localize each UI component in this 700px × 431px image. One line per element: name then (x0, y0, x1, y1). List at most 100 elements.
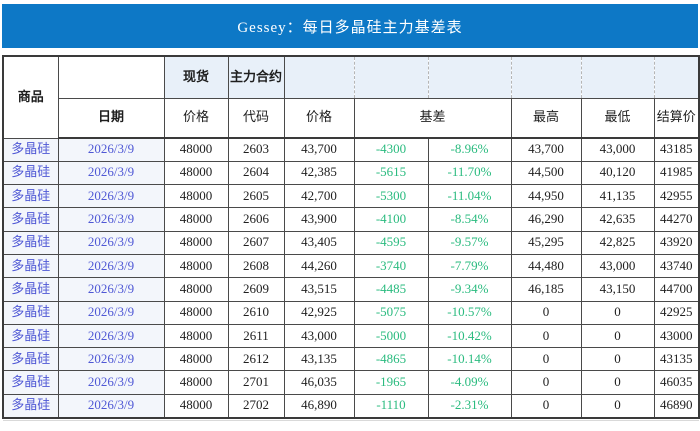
header-spacer-date (57, 55, 165, 99)
header-spacer (283, 55, 355, 99)
cell-spot-price: 48000 (163, 277, 229, 302)
cell-main-price: 43,515 (283, 277, 355, 302)
cell-main-price: 43,000 (283, 323, 355, 349)
cell-basis: -5615 (353, 160, 429, 186)
column-header-high: 最高 (510, 97, 582, 139)
cell-main-price: 43,405 (283, 230, 355, 255)
cell-low: 0 (580, 347, 655, 372)
header-spacer (353, 55, 429, 99)
cell-settlement: 46035 (653, 370, 700, 395)
cell-basis-percent: -9.34% (427, 277, 512, 302)
cell-low: 43,000 (580, 253, 655, 279)
cell-settlement: 46890 (653, 393, 700, 419)
cell-low: 42,635 (580, 207, 655, 232)
column-header-commodity: 商品 (2, 55, 59, 139)
cell-basis-percent: -11.04% (427, 184, 512, 209)
basis-table: 商品 现货 主力合约 日期 价格 代码 价格 基差 最高 最低 结算价 多晶硅 2… (2, 55, 700, 419)
cell-date: 2026/3/9 (57, 160, 165, 186)
cell-settlement: 43185 (653, 137, 700, 162)
cell-basis-percent: -9.57% (427, 230, 512, 255)
table-row: 多晶硅 2026/3/9 48000 2611 43,000 -5000 -10.42% 0 0… (2, 323, 700, 349)
cell-date: 2026/3/9 (57, 253, 165, 279)
cell-high: 43,700 (510, 137, 582, 162)
cell-high: 0 (510, 370, 582, 395)
title-bar: Gessey：每日多晶硅主力基差表 (2, 4, 698, 48)
cell-commodity: 多晶硅 (2, 207, 59, 232)
cell-spot-price: 48000 (163, 300, 229, 325)
cell-low: 0 (580, 323, 655, 349)
cell-spot-price: 48000 (163, 184, 229, 209)
column-group-spot: 现货 (163, 55, 229, 99)
cell-date: 2026/3/9 (57, 207, 165, 232)
cell-main-price: 44,260 (283, 253, 355, 279)
cell-basis-percent: -10.57% (427, 300, 512, 325)
cell-high: 0 (510, 300, 582, 325)
column-header-basis: 基差 (353, 97, 512, 139)
cell-high: 0 (510, 323, 582, 349)
cell-basis-percent: -4.09% (427, 370, 512, 395)
cell-commodity: 多晶硅 (2, 300, 59, 325)
cell-high: 0 (510, 347, 582, 372)
cell-basis-percent: -8.96% (427, 137, 512, 162)
cell-settlement: 42925 (653, 300, 700, 325)
column-header-spot-price: 价格 (163, 97, 229, 139)
column-header-settlement: 结算价 (653, 97, 700, 139)
cell-low: 43,000 (580, 137, 655, 162)
column-header-main-price: 价格 (283, 97, 355, 139)
cell-settlement: 44270 (653, 207, 700, 232)
cell-commodity: 多晶硅 (2, 230, 59, 255)
cell-spot-price: 48000 (163, 347, 229, 372)
cell-contract-code: 2612 (227, 347, 285, 372)
cell-commodity: 多晶硅 (2, 347, 59, 372)
cell-low: 41,135 (580, 184, 655, 209)
header-spacer (427, 55, 512, 99)
cell-basis: -4100 (353, 207, 429, 232)
cell-spot-price: 48000 (163, 253, 229, 279)
cell-basis: -5300 (353, 184, 429, 209)
cell-commodity: 多晶硅 (2, 277, 59, 302)
table-row: 多晶硅 2026/3/9 48000 2702 46,890 -1110 -2.31% 0 0 4… (2, 393, 700, 419)
header-spacer (580, 55, 655, 99)
cell-high: 44,500 (510, 160, 582, 186)
cell-basis: -5075 (353, 300, 429, 325)
column-group-main-contract: 主力合约 (227, 55, 285, 99)
cell-commodity: 多晶硅 (2, 160, 59, 186)
table-row: 多晶硅 2026/3/9 48000 2605 42,700 -5300 -11.04% 44… (2, 184, 700, 209)
table-row: 多晶硅 2026/3/9 48000 2603 43,700 -4300 -8.96% 43,… (2, 137, 700, 162)
table-row: 多晶硅 2026/3/9 48000 2610 42,925 -5075 -10.57% 0 0… (2, 300, 700, 325)
table-row: 多晶硅 2026/3/9 48000 2608 44,260 -3740 -7.79% 44,… (2, 253, 700, 279)
cell-main-price: 43,700 (283, 137, 355, 162)
cell-low: 43,150 (580, 277, 655, 302)
cell-high: 46,290 (510, 207, 582, 232)
table-row: 多晶硅 2026/3/9 48000 2609 43,515 -4485 -9.34% 46,… (2, 277, 700, 302)
cell-settlement: 42955 (653, 184, 700, 209)
cell-date: 2026/3/9 (57, 347, 165, 372)
header-spacer (653, 55, 700, 99)
cell-high: 44,950 (510, 184, 582, 209)
cell-spot-price: 48000 (163, 230, 229, 255)
cell-basis: -4485 (353, 277, 429, 302)
column-header-code: 代码 (227, 97, 285, 139)
cell-main-price: 43,135 (283, 347, 355, 372)
cell-basis: -4595 (353, 230, 429, 255)
table-row: 多晶硅 2026/3/9 48000 2607 43,405 -4595 -9.57% 45,… (2, 230, 700, 255)
cell-settlement: 43920 (653, 230, 700, 255)
cell-spot-price: 48000 (163, 137, 229, 162)
cell-date: 2026/3/9 (57, 393, 165, 419)
cell-low: 0 (580, 300, 655, 325)
page-title: Gessey：每日多晶硅主力基差表 (237, 19, 463, 36)
cell-commodity: 多晶硅 (2, 393, 59, 419)
cell-main-price: 46,035 (283, 370, 355, 395)
cell-contract-code: 2701 (227, 370, 285, 395)
cell-main-price: 43,900 (283, 207, 355, 232)
cell-basis-percent: -2.31% (427, 393, 512, 419)
cell-contract-code: 2607 (227, 230, 285, 255)
cell-spot-price: 48000 (163, 323, 229, 349)
table-body: 多晶硅 2026/3/9 48000 2603 43,700 -4300 -8.96% 43,… (2, 137, 700, 419)
cell-spot-price: 48000 (163, 370, 229, 395)
cell-settlement: 43740 (653, 253, 700, 279)
cell-contract-code: 2610 (227, 300, 285, 325)
cell-commodity: 多晶硅 (2, 184, 59, 209)
cell-commodity: 多晶硅 (2, 323, 59, 349)
cell-main-price: 42,385 (283, 160, 355, 186)
